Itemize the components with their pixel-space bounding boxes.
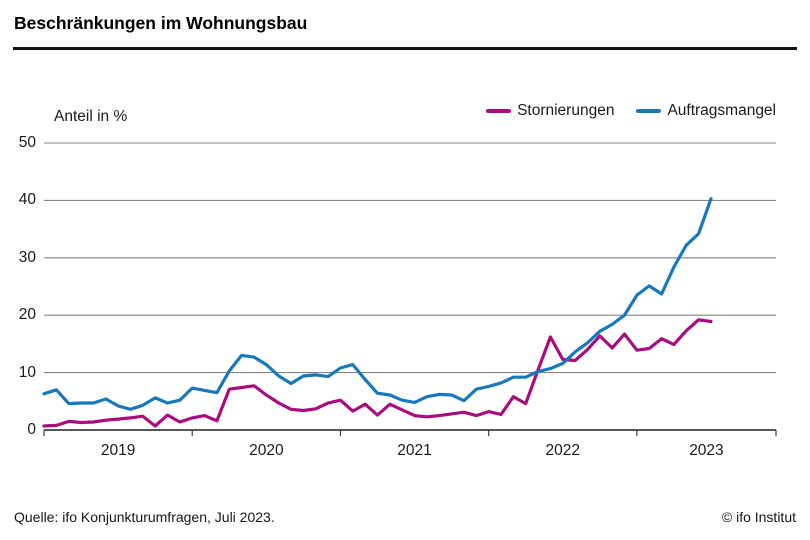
legend-label-auftragsmangel: Auftragsmangel — [667, 102, 776, 119]
copyright-note: © ifo Institut — [721, 509, 796, 525]
page-title: Beschränkungen im Wohnungsbau — [14, 13, 308, 33]
x-tick-label-2023: 2023 — [689, 442, 724, 459]
line-auftragsmangel — [42, 197, 713, 411]
y-tick-label-30: 30 — [18, 248, 36, 266]
legend: Stornierungen Auftragsmangel — [0, 100, 776, 122]
title-rule — [13, 47, 797, 50]
y-tick-label-50: 50 — [18, 134, 36, 151]
chart-footer: Quelle: ifo Konjunkturumfragen, Juli 202… — [14, 509, 796, 525]
x-tick-label-2022: 2022 — [545, 442, 580, 459]
legend-item-stornierungen: Stornierungen — [486, 102, 614, 120]
x-tick-label-2019: 2019 — [100, 442, 136, 459]
source-note: Quelle: ifo Konjunkturumfragen, Juli 202… — [14, 509, 275, 525]
x-tick-label-2021: 2021 — [397, 442, 432, 459]
auftragsmangel-line-swatch — [636, 109, 662, 113]
y-tick-label-20: 20 — [18, 306, 36, 324]
legend-label-stornierungen: Stornierungen — [517, 102, 615, 119]
x-tick-label-2020: 2020 — [249, 442, 284, 459]
y-tick-label-40: 40 — [18, 191, 36, 209]
y-tick-label-0: 0 — [27, 421, 36, 438]
y-tick-label-10: 10 — [18, 363, 36, 381]
line-stornierungen — [42, 318, 713, 428]
legend-item-auftragsmangel: Auftragsmangel — [636, 102, 776, 120]
stornierungen-line-swatch — [486, 109, 512, 113]
y-axis-unit-label: Anteil in % — [54, 108, 128, 125]
